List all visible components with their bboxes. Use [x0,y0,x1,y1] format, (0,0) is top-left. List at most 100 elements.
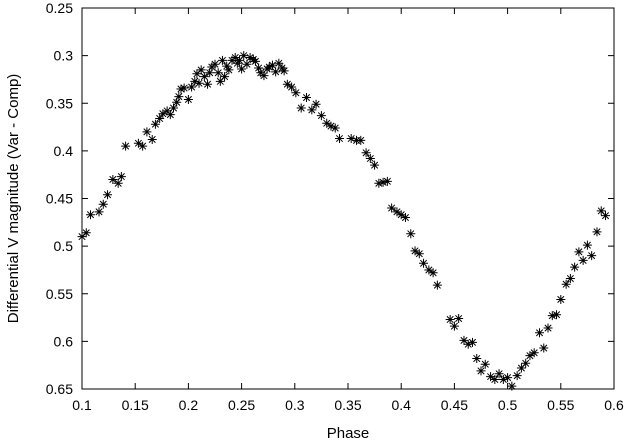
data-point [215,76,225,86]
data-point [196,65,206,75]
data-point [259,71,269,81]
x-tick-label: 0.45 [441,397,468,413]
data-point [183,94,193,104]
data-point [169,103,179,113]
data-point [406,229,416,239]
data-point [220,72,230,82]
data-point [529,348,539,358]
data-point [498,374,508,384]
data-point [162,106,172,116]
data-point [516,363,526,373]
data-point [378,177,388,187]
data-point [277,63,287,73]
data-point [326,121,336,131]
data-point [264,62,274,72]
data-point [210,59,220,69]
data-point [94,207,104,217]
data-point [242,59,252,69]
x-tick-label: 0.25 [228,397,255,413]
data-point [121,141,131,151]
data-point [454,314,464,324]
data-point [592,227,602,237]
data-point [424,265,434,275]
data-point [561,279,571,289]
x-tick-label: 0.2 [179,397,199,413]
data-point [600,211,610,221]
data-point [217,55,227,65]
data-point [222,61,232,71]
data-point [81,228,91,238]
data-point [190,76,200,86]
data-point [410,246,420,256]
data-point [155,113,165,123]
y-tick-label: 0.5 [54,238,74,254]
data-point [596,206,606,216]
y-tick-label: 0.3 [54,48,74,64]
data-point [116,172,126,182]
y-tick-label: 0.4 [54,143,74,159]
data-point [237,64,247,74]
data-point [311,99,321,109]
data-points [77,51,610,391]
data-point [486,372,496,382]
data-point [419,258,429,268]
data-point [543,323,553,333]
data-point [150,119,160,129]
data-point [365,153,375,163]
data-point [271,67,281,77]
data-point [356,135,366,145]
data-point [108,174,118,184]
data-point [147,134,157,144]
data-point [574,247,584,257]
data-point [203,79,213,89]
data-point [172,97,182,107]
data-point [192,69,202,79]
data-point [98,199,108,209]
data-point [282,79,292,89]
y-tick-label: 0.25 [46,0,73,16]
x-tick-label: 0.15 [122,397,149,413]
data-point [459,335,469,345]
data-point [512,371,522,381]
data-point [445,314,455,324]
data-point [503,373,513,383]
data-point [480,359,490,369]
y-axis-title: Differential V magnitude (Var - Comp) [5,74,22,324]
x-tick-label: 0.55 [547,397,574,413]
data-point [521,358,531,368]
data-point [239,51,249,61]
data-point [525,351,535,361]
data-point [230,53,240,63]
data-point [428,268,438,278]
x-tick-label: 0.4 [391,397,411,413]
data-point [232,58,242,68]
data-point [334,133,344,143]
x-tick-label: 0.3 [285,397,305,413]
data-point [165,110,175,120]
data-point [387,203,397,213]
data-point [274,58,284,68]
data-point [535,328,545,338]
ticks-layer [81,7,615,390]
data-point [330,123,340,133]
data-point [449,321,459,331]
data-point [556,294,566,304]
data-point [234,55,244,65]
data-point [194,78,204,88]
data-point [199,72,209,82]
data-point [322,118,332,128]
data-point [396,210,406,220]
data-point [176,84,186,94]
data-point [582,240,592,250]
data-point [539,343,549,353]
data-point [250,56,260,66]
data-point [287,82,297,92]
data-point [158,109,168,119]
x-tick-labels: 0.1 0.15 0.2 0.25 0.3 0.35 0.4 0.45 0.5 0.55 0.6 [72,397,624,413]
data-point [113,178,123,188]
data-point [432,280,442,290]
data-point [187,82,197,92]
y-tick-labels: 0.25 0.3 0.35 0.4 0.45 0.5 0.55 0.6 0.65 [46,0,73,397]
data-point [547,311,557,321]
data-point [138,141,148,151]
